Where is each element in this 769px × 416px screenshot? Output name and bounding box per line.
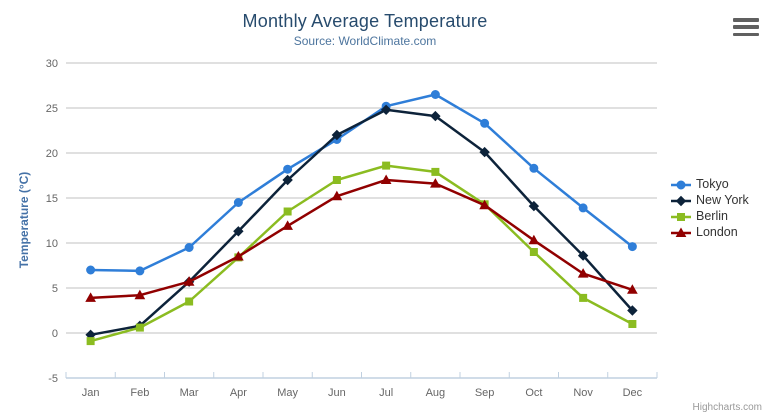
legend-marker [676, 180, 686, 189]
data-point-berlin[interactable] [185, 297, 194, 306]
series-line-tokyo [89, 93, 634, 273]
data-point-london[interactable] [183, 276, 195, 286]
x-tick-label: Nov [573, 387, 593, 399]
data-point-london[interactable] [430, 178, 441, 188]
data-point-tokyo[interactable] [283, 164, 293, 174]
legend: Tokyo New York Berlin London [671, 178, 749, 239]
x-tick-label: May [277, 387, 298, 399]
data-point-berlin[interactable] [283, 207, 292, 216]
data-point-tokyo[interactable] [86, 265, 96, 275]
legend-marker [675, 226, 687, 237]
legend-label: Berlin [696, 209, 728, 223]
export-menu-button[interactable] [733, 18, 759, 36]
x-tick-label: Feb [130, 387, 149, 399]
legend-diamond-icon [671, 195, 691, 206]
hamburger-bar [733, 32, 759, 36]
data-point-berlin[interactable] [628, 320, 637, 328]
series-new-york[interactable] [85, 104, 638, 341]
x-tick-label: Dec [623, 387, 643, 399]
data-point-tokyo[interactable] [430, 90, 440, 99]
legend-item-tokyo[interactable]: Tokyo [671, 178, 749, 191]
data-point-london[interactable] [479, 199, 490, 210]
legend-marker [675, 195, 687, 206]
legend-marker [677, 212, 685, 221]
y-tick-label: 5 [52, 283, 58, 295]
data-point-london[interactable] [282, 220, 293, 230]
legend-triangle-icon [671, 226, 691, 237]
data-point-new-york[interactable] [627, 305, 638, 316]
data-point-tokyo[interactable] [184, 243, 194, 252]
series-berlin[interactable] [86, 161, 637, 346]
y-tick-label: -5 [48, 373, 58, 385]
data-point-new-york[interactable] [380, 104, 392, 116]
data-point-tokyo[interactable] [627, 242, 637, 252]
data-point-berlin[interactable] [382, 161, 391, 170]
y-tick-label: 30 [46, 58, 58, 70]
hamburger-bar [733, 18, 759, 22]
data-point-tokyo[interactable] [578, 203, 588, 213]
data-point-london[interactable] [380, 174, 392, 184]
y-tick-label: 20 [46, 148, 58, 160]
x-tick-label: Apr [230, 387, 247, 399]
data-point-new-york[interactable] [331, 129, 343, 141]
chart-title: Monthly Average Temperature [242, 11, 488, 31]
legend-label: Tokyo [696, 177, 729, 191]
x-tick-label: Oct [525, 387, 542, 399]
data-point-london[interactable] [627, 284, 638, 294]
x-tick-label: Jul [379, 387, 393, 399]
y-tick-label: 0 [52, 328, 58, 340]
legend-item-london[interactable]: London [671, 226, 749, 239]
data-point-london[interactable] [233, 250, 244, 261]
credits-link[interactable]: Highcharts.com [692, 402, 762, 413]
data-point-berlin[interactable] [529, 248, 538, 256]
legend-item-new-york[interactable]: New York [671, 194, 749, 207]
x-tick-label: Jun [328, 387, 346, 399]
hamburger-icon [733, 18, 759, 36]
legend-label: New York [696, 193, 749, 207]
data-point-tokyo[interactable] [480, 118, 490, 128]
legend-square-icon [671, 212, 691, 221]
legend-circle-icon [671, 180, 691, 189]
data-point-tokyo[interactable] [135, 266, 145, 276]
data-point-london[interactable] [528, 234, 540, 245]
x-tick-label: Sep [475, 387, 495, 399]
data-point-berlin[interactable] [332, 176, 341, 184]
data-point-london[interactable] [85, 292, 96, 302]
data-point-new-york[interactable] [479, 146, 490, 158]
chart-subtitle: Source: WorldClimate.com [293, 34, 437, 48]
y-tick-label: 25 [46, 103, 58, 115]
series-line-berlin [89, 164, 634, 343]
series-line-london [89, 178, 634, 300]
data-point-tokyo[interactable] [529, 163, 539, 173]
data-point-new-york[interactable] [282, 174, 293, 186]
legend-label: London [696, 225, 738, 239]
y-axis-title: Temperature (°C) [17, 172, 31, 269]
hamburger-bar [733, 25, 759, 29]
data-point-london[interactable] [577, 268, 589, 278]
data-point-berlin[interactable] [579, 293, 588, 302]
series-line-new-york [89, 108, 634, 337]
x-tick-label: Aug [426, 387, 446, 399]
data-point-new-york[interactable] [430, 110, 441, 122]
y-tick-label: 10 [46, 238, 58, 250]
legend-item-berlin[interactable]: Berlin [671, 210, 749, 223]
x-tick-label: Jan [82, 387, 100, 399]
series-tokyo[interactable] [86, 90, 637, 276]
data-point-berlin[interactable] [86, 337, 95, 346]
data-point-berlin[interactable] [135, 323, 144, 332]
data-point-london[interactable] [331, 190, 343, 201]
y-tick-label: 15 [46, 193, 58, 205]
x-tick-label: Mar [180, 387, 199, 399]
data-point-london[interactable] [134, 289, 146, 300]
data-point-new-york[interactable] [233, 226, 244, 237]
data-point-new-york[interactable] [577, 250, 589, 261]
data-point-new-york[interactable] [528, 200, 540, 212]
data-point-tokyo[interactable] [233, 198, 243, 207]
series-london[interactable] [85, 174, 638, 302]
data-point-berlin[interactable] [431, 167, 440, 176]
